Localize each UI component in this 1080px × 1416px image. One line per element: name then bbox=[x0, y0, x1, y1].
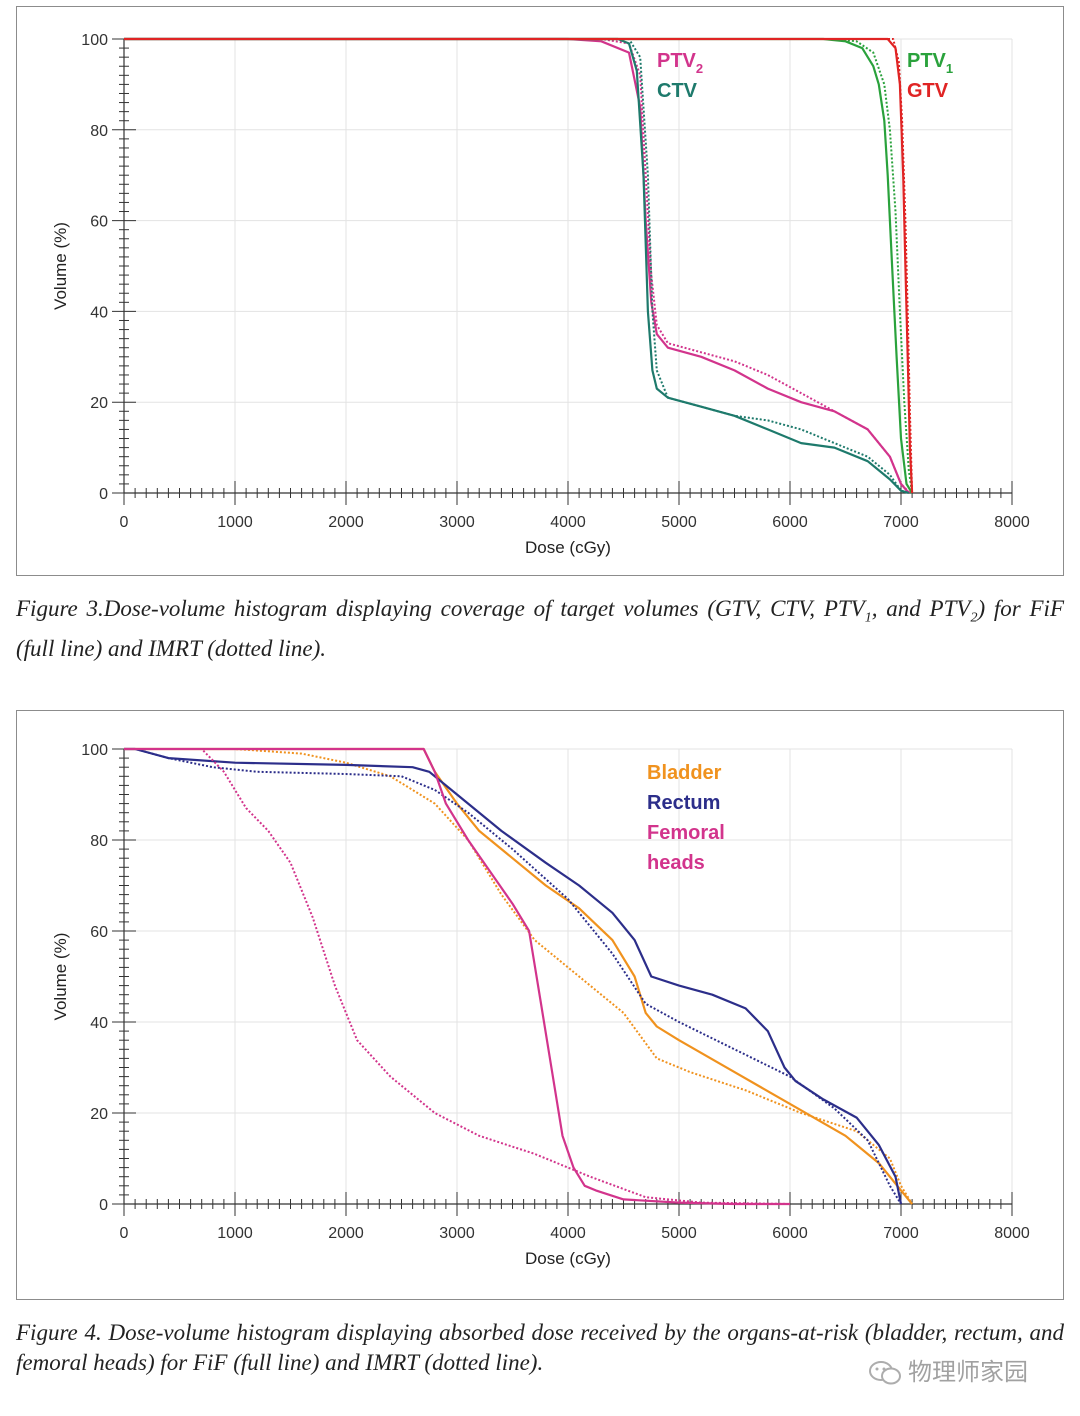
x-tick-label: 3000 bbox=[439, 514, 475, 531]
y-tick-label: 80 bbox=[90, 833, 108, 850]
series-label-text: Rectum bbox=[647, 792, 720, 814]
series-label-subscript: 1 bbox=[946, 61, 953, 76]
figure4-chart: 0 1000 2000 3000 4000 5000 6000 7000 8000 0 20 40 60… bbox=[51, 742, 1030, 1268]
x-tick-label: 7000 bbox=[883, 514, 919, 531]
y-tick-label: 0 bbox=[99, 1197, 108, 1214]
watermark: 物理师家园 bbox=[868, 1352, 1028, 1387]
y-axis-title: Volume (%) bbox=[51, 222, 70, 310]
wechat-icon bbox=[869, 1361, 901, 1385]
x-tick-label: 2000 bbox=[328, 1225, 364, 1242]
figure3-caption-sub: 2 bbox=[970, 610, 978, 626]
y-tick-label: 0 bbox=[99, 486, 108, 503]
y-tick-label: 60 bbox=[90, 214, 108, 231]
series-line-ptv1-dotted bbox=[124, 38, 914, 494]
x-tick-label: 8000 bbox=[994, 514, 1030, 531]
y-tick-label: 60 bbox=[90, 924, 108, 941]
series-label-gtv: GTV bbox=[907, 80, 949, 102]
x-tick-label: 4000 bbox=[550, 514, 586, 531]
figure3-caption-part: ) for FiF (full line) and IMRT (dotted l… bbox=[16, 596, 1065, 661]
series-label-text: PTV bbox=[657, 50, 697, 72]
x-tick-label: 7000 bbox=[883, 1225, 919, 1242]
y-axis-title: Volume (%) bbox=[51, 933, 70, 1021]
x-axis-title: Dose (cGy) bbox=[525, 1249, 611, 1268]
series-line-bladder-solid bbox=[124, 747, 913, 1205]
series-line-gtv-dotted bbox=[124, 38, 914, 494]
series-line-ptv1-solid bbox=[124, 37, 914, 494]
series-label-rectum: Rectum bbox=[647, 792, 720, 814]
x-tick-label: 2000 bbox=[328, 514, 364, 531]
figure3-chart: 0 1000 2000 3000 4000 5000 6000 7000 8000 0 20 40 60… bbox=[51, 32, 1030, 557]
series-line-rectum-solid bbox=[124, 747, 903, 1205]
series-label-femoral: Femoral bbox=[647, 822, 725, 844]
watermark-text: 物理师家园 bbox=[908, 1358, 1028, 1386]
series-label-text: heads bbox=[647, 852, 705, 874]
figure4-caption: Figure 4. Dose-volume histogram displayi… bbox=[16, 1320, 1064, 1375]
figure3-caption-part: , and PTV bbox=[871, 596, 971, 621]
y-tick-label: 100 bbox=[81, 742, 108, 759]
x-tick-label: 5000 bbox=[661, 514, 697, 531]
series-label-ctv: CTV bbox=[657, 80, 698, 102]
y-tick-label: 20 bbox=[90, 1106, 108, 1123]
x-tick-label: 0 bbox=[120, 1225, 129, 1242]
series-label-text: PTV bbox=[907, 50, 947, 72]
series-line-bladder-dotted bbox=[124, 748, 913, 1205]
series-line-ptv2-dotted bbox=[124, 38, 911, 494]
y-tick-label: 80 bbox=[90, 123, 108, 140]
x-tick-label: 1000 bbox=[217, 1225, 253, 1242]
x-axis-title: Dose (cGy) bbox=[525, 538, 611, 557]
x-tick-label: 8000 bbox=[994, 1225, 1030, 1242]
x-tick-label: 6000 bbox=[772, 1225, 808, 1242]
series-label-ptv1: PTV1 bbox=[907, 50, 953, 76]
figure3-chart-panel: 0 1000 2000 3000 4000 5000 6000 7000 8000 0 20 40 60… bbox=[16, 6, 1064, 576]
series-line-rectum-dotted bbox=[124, 748, 902, 1205]
series-line-ctv-solid bbox=[124, 37, 910, 495]
x-tick-label: 1000 bbox=[217, 514, 253, 531]
series-label-heads: heads bbox=[647, 852, 705, 874]
y-tick-label: 40 bbox=[90, 304, 108, 321]
x-tick-label: 6000 bbox=[772, 514, 808, 531]
series-line-femoral-heads-solid bbox=[124, 747, 790, 1206]
series-label-text: GTV bbox=[907, 80, 949, 102]
series-label-text: CTV bbox=[657, 80, 698, 102]
series-line-gtv-solid bbox=[124, 37, 914, 494]
figure3-caption: Figure 3.Dose-volume histogram displayin… bbox=[16, 594, 1064, 664]
figure3-caption-sub: 1 bbox=[864, 610, 872, 626]
x-tick-label: 4000 bbox=[550, 1225, 586, 1242]
series-label-bladder: Bladder bbox=[647, 762, 722, 784]
series-line-femoral-heads-dotted bbox=[124, 748, 791, 1205]
figure4-chart-panel: 0 1000 2000 3000 4000 5000 6000 7000 8000 0 20 40 60… bbox=[16, 710, 1064, 1300]
series-label-ptv2: PTV2 bbox=[657, 50, 703, 76]
series-label-subscript: 2 bbox=[696, 61, 703, 76]
figure3-caption-part: Figure 3.Dose-volume histogram displayin… bbox=[16, 596, 865, 621]
x-tick-label: 5000 bbox=[661, 1225, 697, 1242]
y-tick-label: 20 bbox=[90, 395, 108, 412]
series-line-ptv2-solid bbox=[124, 37, 910, 494]
x-tick-label: 0 bbox=[120, 514, 129, 531]
y-tick-label: 100 bbox=[81, 32, 108, 49]
series-line-ctv-dotted bbox=[124, 38, 911, 494]
series-label-text: Femoral bbox=[647, 822, 725, 844]
y-tick-label: 40 bbox=[90, 1015, 108, 1032]
x-tick-label: 3000 bbox=[439, 1225, 475, 1242]
series-label-text: Bladder bbox=[647, 762, 722, 784]
